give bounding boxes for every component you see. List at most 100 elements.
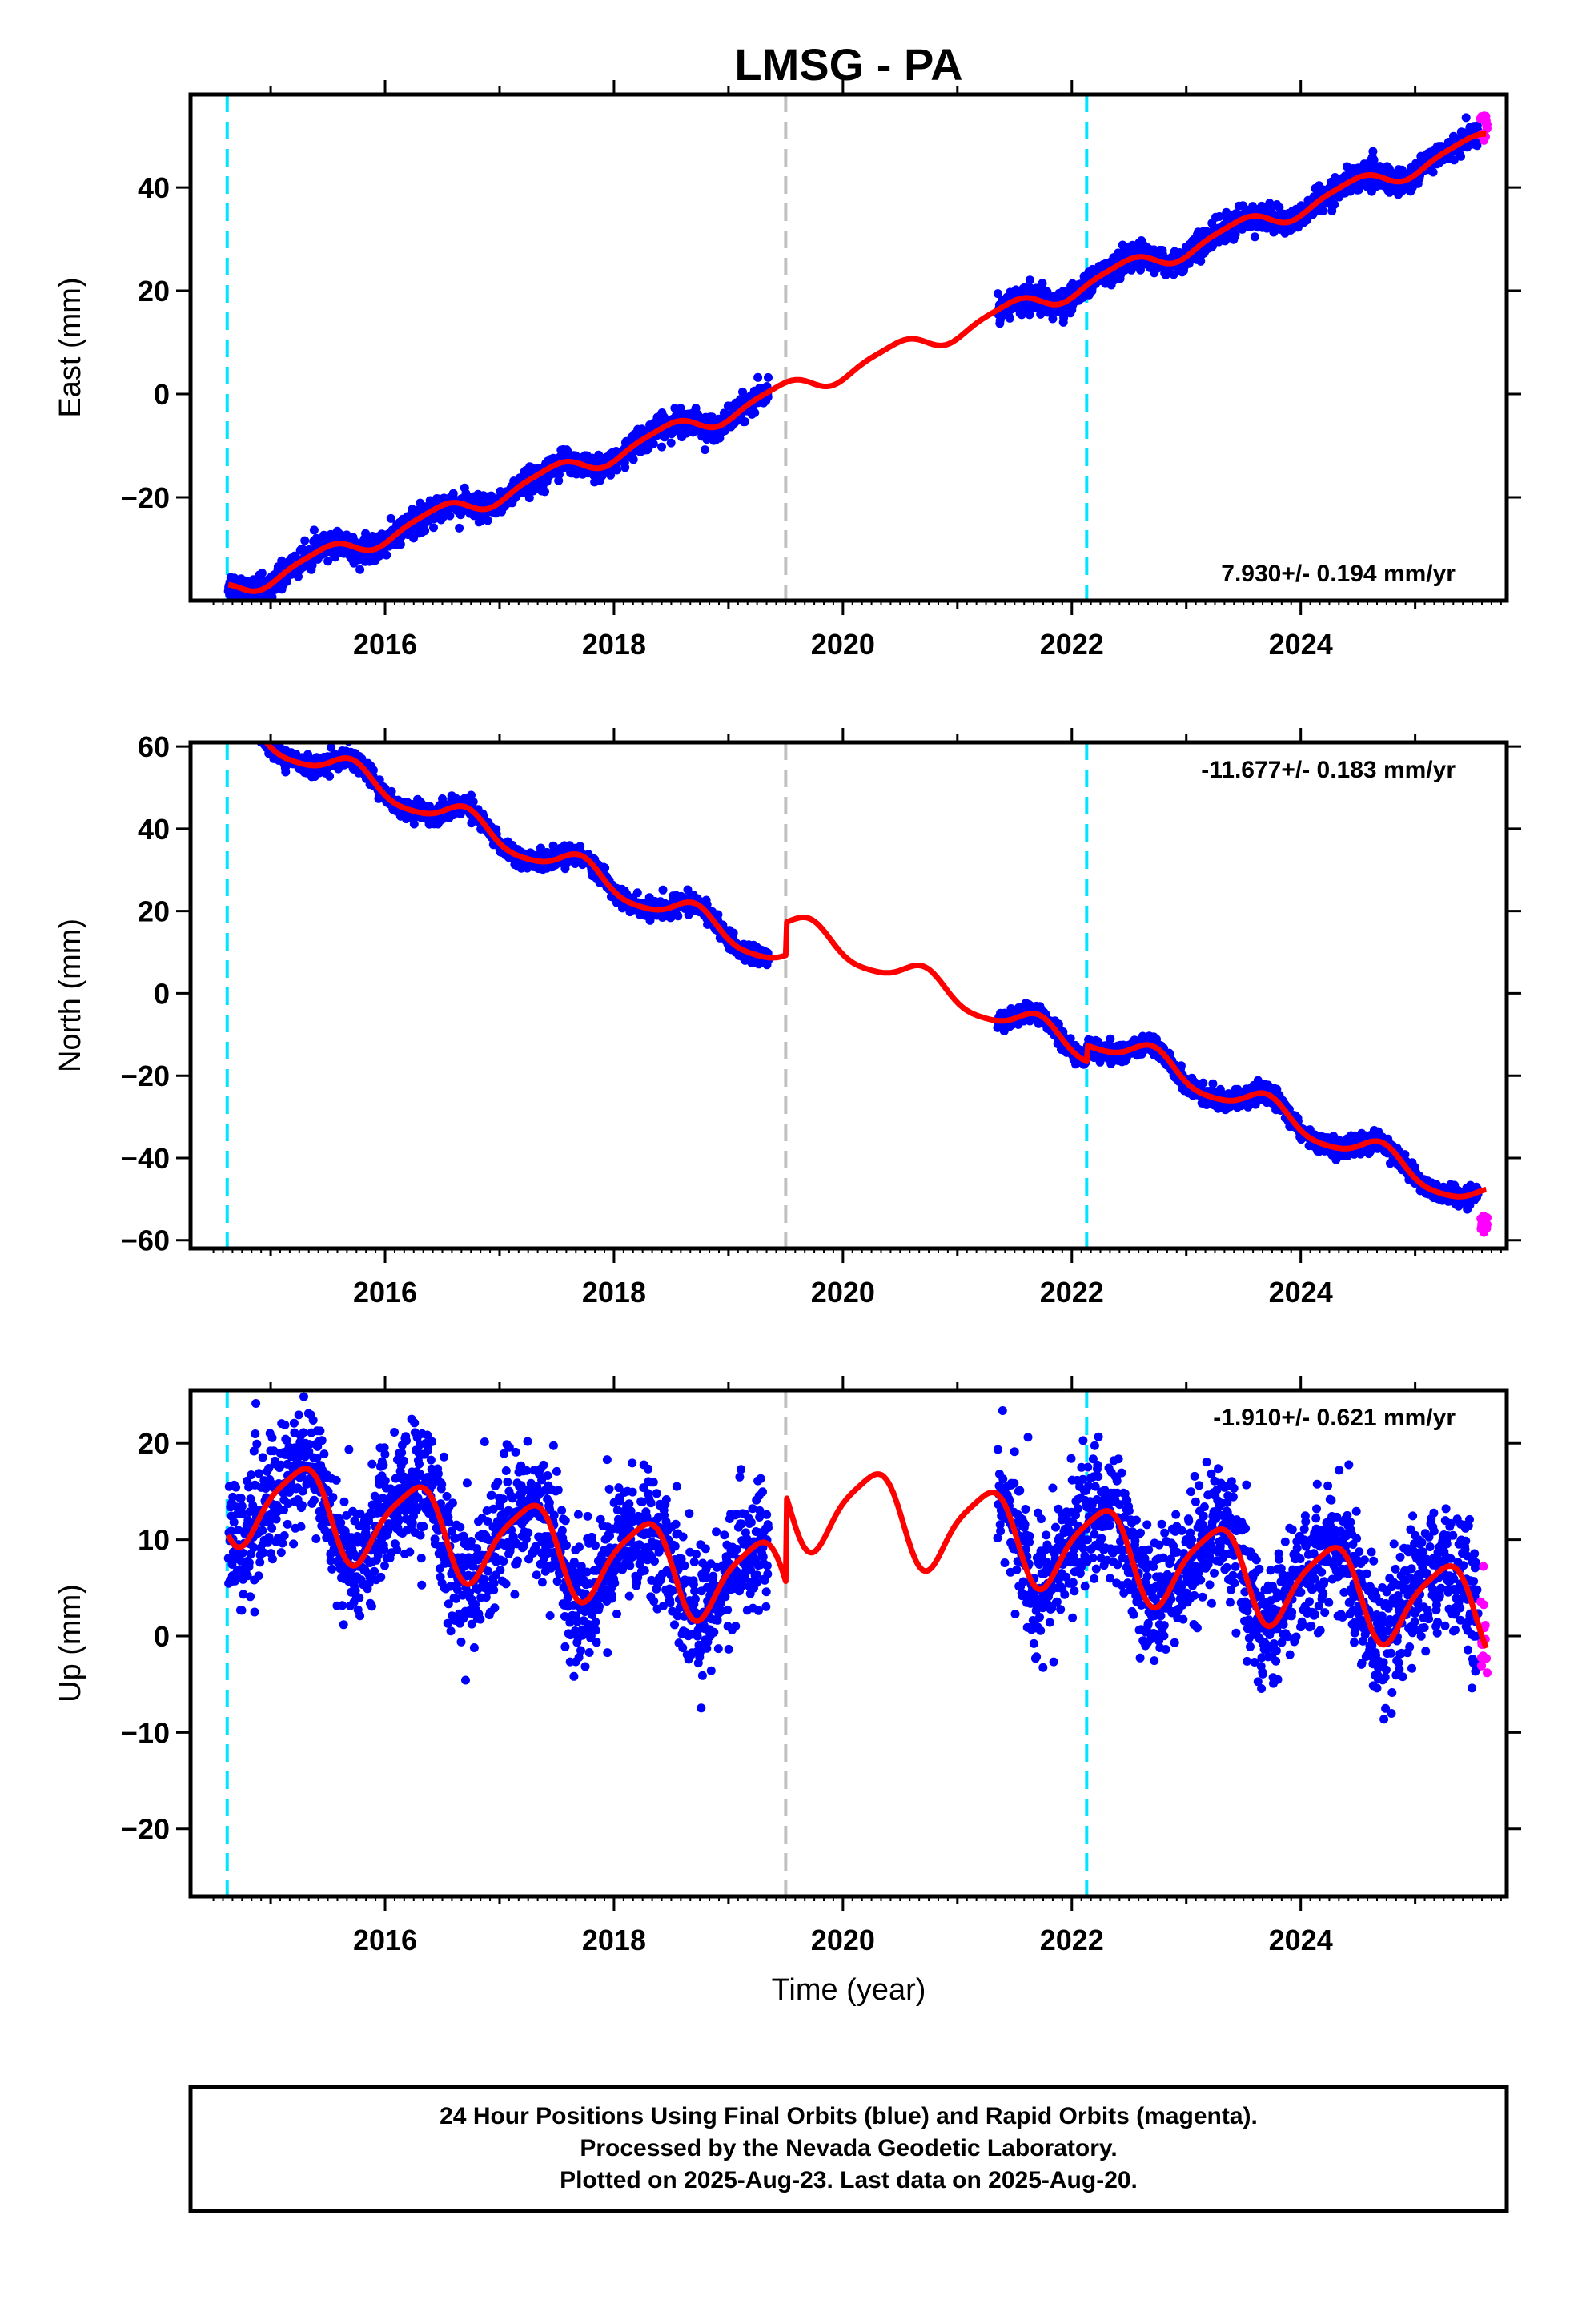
data-point [253, 727, 262, 736]
data-point [230, 714, 239, 723]
east-final-orbit-points [223, 113, 1483, 601]
data-point [229, 709, 238, 718]
data-point [261, 730, 270, 739]
data-point [1038, 279, 1047, 288]
data-point [468, 797, 478, 806]
y-tick-label: 40 [138, 171, 170, 204]
data-point [729, 928, 738, 938]
chart-title: LMSG - PA [734, 39, 962, 90]
data-point [657, 442, 666, 452]
data-point [1231, 230, 1240, 239]
data-point [242, 706, 251, 715]
data-point [620, 463, 630, 472]
data-point [1456, 151, 1465, 161]
data-point [246, 716, 255, 725]
data-point [1368, 147, 1378, 156]
data-point [225, 710, 234, 719]
data-point [750, 408, 760, 417]
x-tick-label: 2022 [1040, 628, 1104, 661]
data-point [1265, 199, 1275, 208]
data-point [294, 572, 303, 581]
data-point [600, 863, 610, 873]
data-point [243, 719, 252, 728]
data-point [252, 723, 261, 732]
data-point [230, 710, 239, 719]
data-point [259, 728, 268, 737]
data-point [368, 766, 378, 775]
data-point [239, 705, 248, 714]
data-point [225, 709, 234, 718]
data-point [231, 709, 239, 718]
data-point [764, 372, 773, 382]
east-plot-frame [188, 92, 1509, 603]
data-point [483, 516, 492, 525]
data-point [1025, 275, 1034, 285]
data-point [1303, 215, 1312, 225]
data-point [741, 417, 750, 427]
data-point [246, 714, 255, 722]
data-point [245, 718, 254, 727]
data-point [259, 732, 267, 741]
data-point [231, 702, 240, 711]
data-point [1449, 155, 1459, 165]
data-point [228, 710, 237, 718]
y-tick-label: 20 [138, 275, 170, 308]
data-point [429, 523, 438, 533]
data-point [255, 726, 264, 734]
east-rate-label: 7.930+/- 0.194 mm/yr [1221, 561, 1456, 587]
data-point [300, 536, 310, 545]
data-point [233, 708, 242, 717]
data-point [241, 714, 250, 722]
data-point [254, 718, 263, 726]
data-point [1319, 206, 1328, 215]
x-tick-label: 2018 [582, 628, 646, 661]
data-point [684, 910, 693, 919]
data-point [524, 493, 534, 503]
data-point [309, 525, 319, 535]
data-point [250, 721, 259, 730]
data-point [1250, 232, 1259, 242]
data-point [1369, 155, 1379, 165]
rapid-data-point [1481, 116, 1491, 126]
data-point [229, 711, 238, 720]
data-point [262, 730, 271, 739]
data-point [245, 711, 254, 720]
data-point [224, 705, 233, 714]
data-point [252, 726, 261, 734]
data-point [241, 715, 250, 724]
data-point [248, 722, 257, 731]
data-point [227, 710, 235, 718]
data-point [409, 819, 419, 829]
data-point [237, 706, 246, 715]
data-point [257, 726, 266, 734]
data-point [231, 716, 240, 725]
data-point [1208, 241, 1217, 251]
data-point [247, 722, 256, 731]
data-point [325, 771, 335, 781]
data-point [238, 714, 247, 722]
data-point [540, 487, 549, 497]
data-point [233, 708, 242, 717]
data-point [628, 455, 638, 464]
x-tick-label: 2016 [353, 628, 417, 661]
data-point [327, 742, 336, 752]
data-point [232, 696, 241, 705]
data-point [251, 720, 259, 729]
data-point [259, 732, 267, 741]
data-point [235, 702, 243, 711]
data-point [236, 715, 245, 724]
data-point [235, 708, 243, 717]
data-point [355, 565, 365, 574]
data-point [236, 713, 245, 722]
data-point [1215, 211, 1224, 221]
data-point [240, 720, 249, 729]
data-point [247, 721, 255, 730]
data-point [236, 706, 245, 714]
data-point [232, 710, 241, 718]
data-point [753, 372, 763, 382]
data-point [455, 523, 464, 533]
data-point [251, 723, 259, 732]
data-point [229, 702, 238, 710]
y-tick-label: 0 [154, 378, 170, 411]
data-point [227, 709, 236, 718]
